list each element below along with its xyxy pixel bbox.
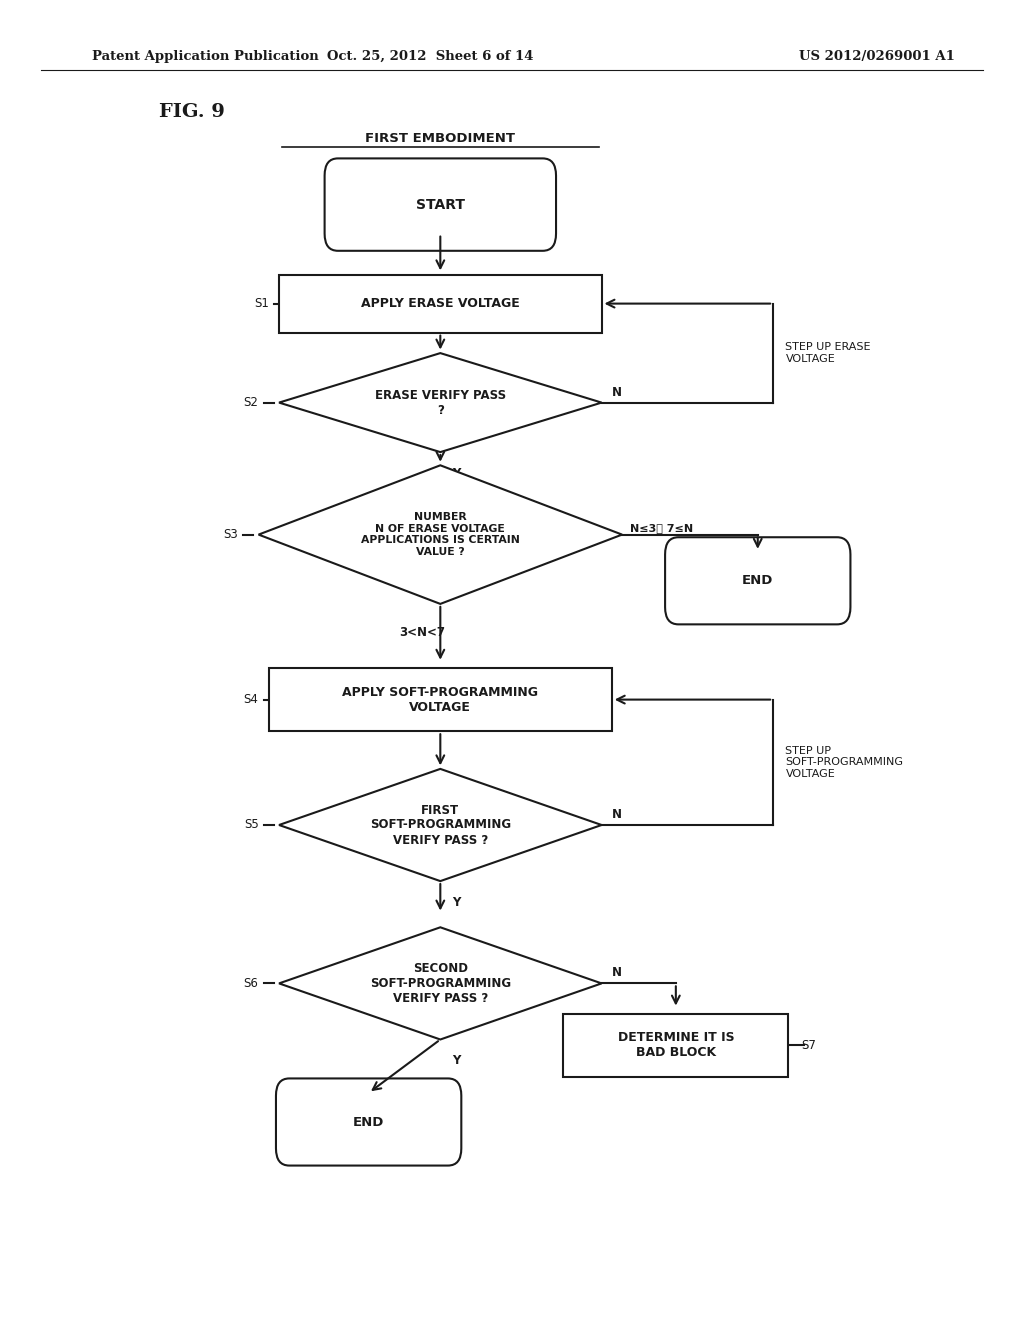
Text: STEP UP
SOFT-PROGRAMMING
VOLTAGE: STEP UP SOFT-PROGRAMMING VOLTAGE [785,746,903,779]
Text: Y: Y [453,896,461,908]
Text: S7: S7 [801,1039,816,1052]
Text: END: END [742,574,773,587]
Text: S5: S5 [244,818,258,832]
FancyBboxPatch shape [279,275,601,333]
FancyBboxPatch shape [275,1078,461,1166]
Text: S1: S1 [254,297,268,310]
Text: NUMBER
N OF ERASE VOLTAGE
APPLICATIONS IS CERTAIN
VALUE ?: NUMBER N OF ERASE VOLTAGE APPLICATIONS I… [360,512,520,557]
Text: FIRST
SOFT-PROGRAMMING
VERIFY PASS ?: FIRST SOFT-PROGRAMMING VERIFY PASS ? [370,804,511,846]
FancyBboxPatch shape [325,158,556,251]
Text: FIRST EMBODIMENT: FIRST EMBODIMENT [366,132,515,145]
Text: S6: S6 [244,977,258,990]
Text: S3: S3 [223,528,238,541]
FancyBboxPatch shape [268,668,611,731]
Text: ERASE VERIFY PASS
?: ERASE VERIFY PASS ? [375,388,506,417]
Text: START: START [416,198,465,211]
Text: END: END [353,1115,384,1129]
Text: N≤3、 7≤N: N≤3、 7≤N [630,523,693,533]
Text: Y: Y [453,1055,461,1067]
Text: 3<N<7: 3<N<7 [399,627,445,639]
Polygon shape [279,927,602,1040]
Text: APPLY ERASE VOLTAGE: APPLY ERASE VOLTAGE [360,297,520,310]
Polygon shape [279,768,602,882]
Text: DETERMINE IT IS
BAD BLOCK: DETERMINE IT IS BAD BLOCK [617,1031,734,1060]
Text: Y: Y [453,467,461,479]
Text: Patent Application Publication: Patent Application Publication [92,50,318,63]
Polygon shape [258,466,622,605]
Text: N: N [612,385,622,399]
Text: STEP UP ERASE
VOLTAGE: STEP UP ERASE VOLTAGE [785,342,870,364]
Text: S4: S4 [244,693,258,706]
FancyBboxPatch shape [563,1014,788,1077]
Polygon shape [279,354,602,451]
Text: SECOND
SOFT-PROGRAMMING
VERIFY PASS ?: SECOND SOFT-PROGRAMMING VERIFY PASS ? [370,962,511,1005]
Text: FIG. 9: FIG. 9 [159,103,224,121]
FancyBboxPatch shape [666,537,850,624]
Text: S2: S2 [244,396,258,409]
Text: Oct. 25, 2012  Sheet 6 of 14: Oct. 25, 2012 Sheet 6 of 14 [327,50,534,63]
Text: N: N [612,808,622,821]
Text: APPLY SOFT-PROGRAMMING
VOLTAGE: APPLY SOFT-PROGRAMMING VOLTAGE [342,685,539,714]
Text: US 2012/0269001 A1: US 2012/0269001 A1 [799,50,954,63]
Text: N: N [612,966,622,979]
